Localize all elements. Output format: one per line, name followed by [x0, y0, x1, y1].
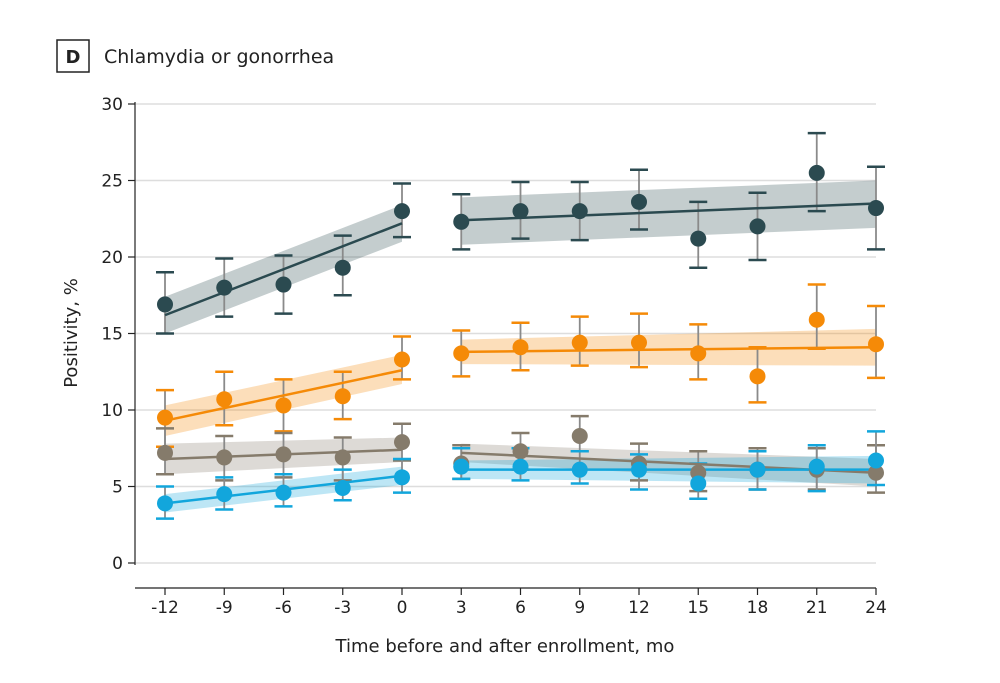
data-point	[868, 336, 884, 353]
data-point	[749, 461, 766, 478]
x-tick-label: 12	[628, 598, 650, 618]
x-tick-label: 0	[397, 598, 408, 618]
data-point	[690, 475, 707, 492]
data-point	[571, 428, 588, 445]
chart-title: Chlamydia or gonorrhea	[104, 46, 334, 68]
confidence-band	[461, 443, 876, 487]
data-point	[571, 203, 588, 220]
fit-line	[164, 222, 403, 317]
data-point	[157, 444, 173, 461]
x-tick-label: -6	[275, 598, 292, 618]
data-point	[453, 213, 470, 230]
data-point	[690, 230, 707, 247]
y-tick-label: 20	[101, 248, 123, 268]
data-point	[868, 464, 884, 481]
data-point	[868, 452, 884, 469]
data-point	[216, 391, 233, 408]
data-point	[157, 495, 173, 512]
data-point	[631, 334, 647, 351]
data-point	[394, 434, 410, 451]
data-point	[216, 279, 233, 296]
data-point	[808, 164, 825, 181]
y-tick-label: 0	[112, 554, 123, 574]
y-tick-label: 5	[112, 478, 123, 498]
data-point	[394, 203, 410, 220]
data-point	[749, 218, 766, 235]
confidence-band	[461, 328, 876, 366]
data-point	[216, 486, 233, 503]
data-point	[275, 397, 292, 414]
x-tick-label: -9	[216, 598, 233, 618]
data-point	[808, 458, 825, 475]
y-axis-label: Positivity, %	[61, 278, 82, 388]
data-point	[571, 461, 588, 478]
data-point	[749, 368, 766, 385]
y-tick-label: 25	[101, 172, 123, 192]
data-point	[216, 449, 233, 466]
data-point	[690, 345, 707, 362]
data-point	[512, 339, 529, 356]
x-tick-label: 15	[687, 598, 709, 618]
x-tick-label: -3	[334, 598, 351, 618]
y-tick-label: 10	[101, 401, 123, 421]
data-point	[512, 443, 529, 460]
data-point	[334, 480, 351, 497]
data-point	[631, 193, 647, 210]
x-tick-label: 3	[456, 598, 467, 618]
fit-line	[461, 202, 877, 222]
data-point	[334, 259, 351, 276]
x-axis-label: Time before and after enrollment, mo	[335, 636, 675, 657]
data-point	[157, 296, 173, 313]
fit-line	[164, 368, 403, 422]
x-tick-label: 18	[747, 598, 769, 618]
data-point	[157, 409, 173, 426]
data-point	[334, 449, 351, 466]
x-tick-label: 9	[574, 598, 585, 618]
y-tick-label: 30	[101, 95, 123, 115]
data-point	[334, 388, 351, 405]
data-point	[275, 446, 292, 463]
data-point	[275, 276, 292, 293]
panel-label-box: D	[56, 39, 90, 73]
data-point	[631, 461, 647, 478]
data-point	[453, 458, 470, 475]
y-tick-label: 15	[101, 325, 123, 345]
panel-label: D	[66, 47, 81, 68]
data-point	[394, 351, 410, 368]
x-tick-label: 24	[865, 598, 887, 618]
data-point	[394, 469, 410, 486]
fit-line	[461, 346, 877, 354]
x-tick-label: 21	[806, 598, 828, 618]
data-point	[571, 334, 588, 351]
data-point	[512, 203, 529, 220]
data-point	[453, 345, 470, 362]
x-tick-label: 6	[515, 598, 526, 618]
data-point	[808, 311, 825, 328]
data-point	[275, 484, 292, 501]
data-point	[512, 458, 529, 475]
data-point	[868, 200, 884, 217]
x-tick-label: -12	[151, 598, 179, 618]
